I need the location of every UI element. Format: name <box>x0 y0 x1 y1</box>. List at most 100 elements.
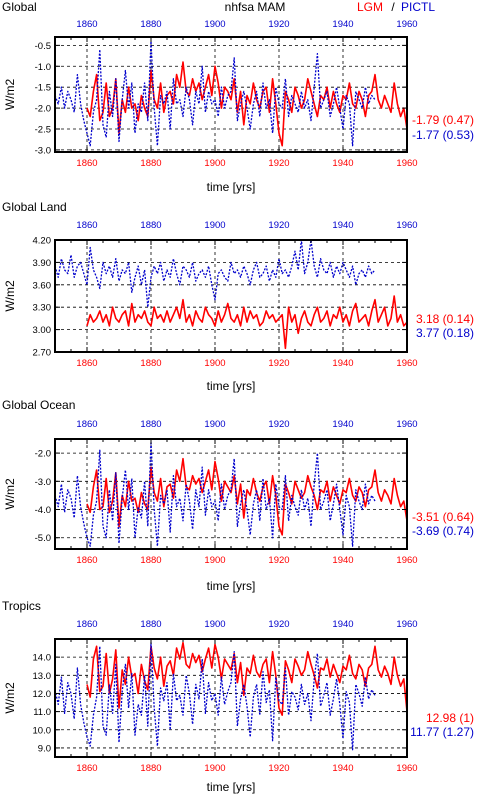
x-tick-label-pictl: 1900 <box>204 619 225 630</box>
y-tick-label: -4.0 <box>35 505 51 516</box>
x-tick-label-pictl: 1960 <box>396 220 417 231</box>
stat-pictl: 3.77 (0.18) <box>416 326 474 340</box>
stat-lgm: 12.98 (1) <box>426 711 474 725</box>
x-tick-label-pictl: 1860 <box>76 619 97 630</box>
x-tick-label-pictl: 1960 <box>396 419 417 430</box>
x-tick-label-pictl: 1920 <box>268 19 289 30</box>
y-tick-label: -3.0 <box>35 477 51 488</box>
x-tick-label-lgm: 1960 <box>396 358 417 369</box>
y-tick-label: 2.70 <box>33 348 52 359</box>
y-tick-label: -2.5 <box>35 125 51 136</box>
panel-title: Global Land <box>2 200 67 214</box>
x-tick-label-pictl: 1900 <box>204 220 225 231</box>
y-tick-label: 13.0 <box>33 671 52 682</box>
x-tick-label-lgm: 1920 <box>268 158 289 169</box>
plot-frame <box>54 239 408 353</box>
x-tick-label-lgm: 1960 <box>396 763 417 774</box>
y-tick-label: 9.0 <box>38 743 51 754</box>
x-tick-label-pictl: 1900 <box>204 19 225 30</box>
x-tick-label-pictl: 1940 <box>332 419 353 430</box>
x-tick-label-pictl: 1960 <box>396 19 417 30</box>
x-tick-label-lgm: 1860 <box>76 555 97 566</box>
x-tick-label-lgm: 1880 <box>140 555 161 566</box>
x-tick-label-pictl: 1940 <box>332 19 353 30</box>
x-tick-label-pictl: 1880 <box>140 220 161 231</box>
x-tick-label-lgm: 1900 <box>204 158 225 169</box>
stat-lgm: -3.51 (0.64) <box>412 510 474 524</box>
x-tick-label-lgm: 1900 <box>204 555 225 566</box>
x-tick-label-pictl: 1880 <box>140 19 161 30</box>
x-tick-label-lgm: 1920 <box>268 358 289 369</box>
y-tick-label: 14.0 <box>33 653 52 664</box>
panel-title: Global Ocean <box>2 398 75 412</box>
panel-title-global: Global <box>2 0 37 14</box>
series-line-pictl <box>54 239 376 308</box>
x-tick-label-lgm: 1900 <box>204 763 225 774</box>
series-line-pictl <box>54 441 376 547</box>
x-tick-label-pictl: 1920 <box>268 419 289 430</box>
x-tick-label-lgm: 1860 <box>76 763 97 774</box>
legend-pictl: PICTL <box>401 0 435 14</box>
series-line-pictl <box>54 641 376 751</box>
panel-3: Tropics 1860 1860 1880 1880 1900 1900 1920 1920 1… <box>2 599 474 794</box>
panel-0: 1860 1860 1880 1880 1900 1900 1920 1920 1940 1940… <box>3 19 474 194</box>
y-tick-label: -1.0 <box>35 62 51 73</box>
stat-lgm: -1.79 (0.47) <box>412 113 474 127</box>
legend-lgm: LGM <box>357 0 383 14</box>
x-tick-label-pictl: 1960 <box>396 619 417 630</box>
y-axis-label: W/m2 <box>3 280 17 312</box>
x-tick-label-pictl: 1860 <box>76 419 97 430</box>
y-tick-label: -5.0 <box>35 533 51 544</box>
panel-1: Global Land 1860 1860 1880 1880 1900 1900 1920 1… <box>2 200 474 393</box>
y-tick-label: 3.90 <box>33 258 52 269</box>
y-tick-label: 3.60 <box>33 280 52 291</box>
x-tick-label-lgm: 1940 <box>332 358 353 369</box>
series-line-lgm <box>86 295 408 350</box>
y-tick-label: 10.0 <box>33 725 52 736</box>
x-tick-label-pictl: 1900 <box>204 419 225 430</box>
x-axis-label: time [yrs] <box>207 780 256 794</box>
stat-pictl: -1.77 (0.53) <box>412 128 474 142</box>
x-tick-label-lgm: 1940 <box>332 763 353 774</box>
x-tick-label-lgm: 1920 <box>268 763 289 774</box>
x-tick-label-pictl: 1860 <box>76 19 97 30</box>
x-axis-label: time [yrs] <box>207 579 256 593</box>
x-tick-label-lgm: 1880 <box>140 358 161 369</box>
x-tick-label-pictl: 1880 <box>140 419 161 430</box>
plot-frame <box>54 638 408 758</box>
x-tick-label-lgm: 1900 <box>204 358 225 369</box>
y-tick-label: -3.0 <box>35 145 51 156</box>
series-line-lgm <box>86 61 408 147</box>
y-tick-label: 3.00 <box>33 325 52 336</box>
panel-2: Global Ocean1860186018801880190019001920… <box>2 398 474 593</box>
x-tick-label-lgm: 1880 <box>140 763 161 774</box>
y-tick-label: 3.30 <box>33 303 52 314</box>
y-tick-label: -1.5 <box>35 83 51 94</box>
x-tick-label-lgm: 1940 <box>332 555 353 566</box>
y-tick-label: -2.0 <box>35 449 51 460</box>
x-axis-label: time [yrs] <box>207 180 256 194</box>
legend-separator: / <box>391 0 395 14</box>
x-tick-label-lgm: 1860 <box>76 158 97 169</box>
stat-pictl: -3.69 (0.74) <box>412 524 474 538</box>
x-tick-label-lgm: 1880 <box>140 158 161 169</box>
x-tick-label-lgm: 1920 <box>268 555 289 566</box>
y-tick-label: 12.0 <box>33 689 52 700</box>
x-tick-label-lgm: 1960 <box>396 158 417 169</box>
x-tick-label-pictl: 1940 <box>332 619 353 630</box>
x-tick-label-lgm: 1940 <box>332 158 353 169</box>
panel-title: Tropics <box>2 599 41 613</box>
y-tick-label: 4.20 <box>33 236 52 247</box>
y-tick-label: -2.0 <box>35 104 51 115</box>
figure-title: nhfsa MAM <box>225 0 286 14</box>
x-tick-label-lgm: 1860 <box>76 358 97 369</box>
series-line-lgm <box>86 457 408 536</box>
y-tick-label: 11.0 <box>33 707 51 718</box>
y-axis-label: W/m2 <box>3 79 17 111</box>
x-tick-label-pictl: 1940 <box>332 220 353 231</box>
stat-lgm: 3.18 (0.14) <box>416 312 474 326</box>
x-tick-label-lgm: 1960 <box>396 555 417 566</box>
stat-pictl: 11.77 (1.27) <box>410 725 474 739</box>
y-axis-label: W/m2 <box>3 682 17 714</box>
